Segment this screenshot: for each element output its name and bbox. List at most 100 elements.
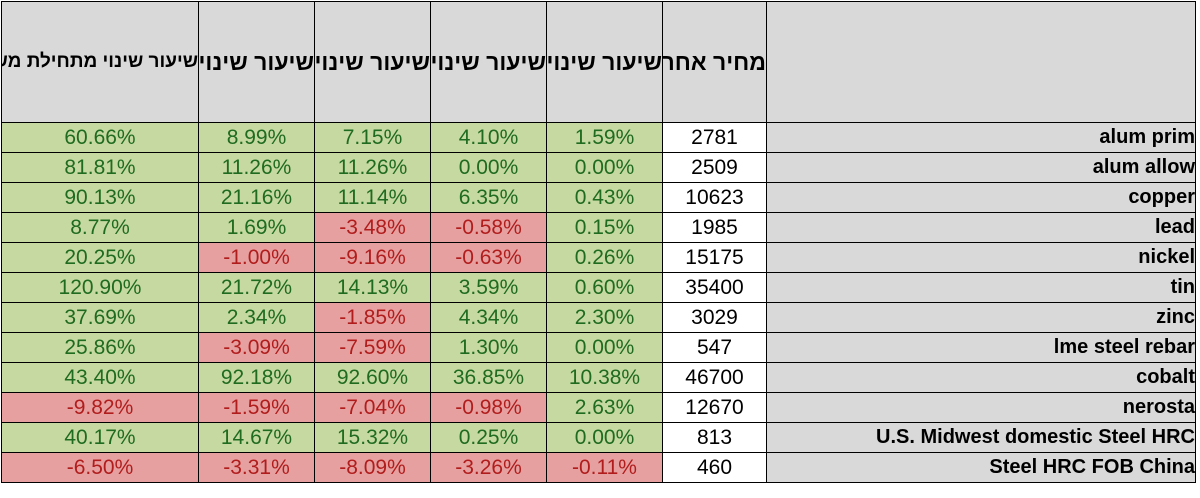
- cell-monthly-change: -3.26%: [430, 452, 547, 483]
- table-row: 90.13% 21.16% 11.14% 6.35% 0.43% 10623 copper: [1, 182, 1196, 213]
- table-row: 8.77% 1.69% -3.48% -0.58% 0.15% 1985 lead: [1, 212, 1196, 243]
- table-row: 20.25% -1.00% -9.16% -0.63% 0.26% 15175 nickel: [1, 242, 1196, 273]
- cell-last-price: 460: [662, 452, 767, 483]
- header-ytd-change: שיעור שינוי מתחילת 2025: [198, 1, 315, 123]
- cell-weekly-change: 0.00%: [546, 332, 663, 363]
- cell-monthly-change: 4.34%: [430, 302, 547, 333]
- cell-last-price: 1985: [662, 212, 767, 243]
- cell-weekly-change: 0.00%: [546, 152, 663, 183]
- cell-last-price: 10623: [662, 182, 767, 213]
- cell-monthly-change: 1.30%: [430, 332, 547, 363]
- cell-yearly-change: 7.15%: [314, 122, 431, 153]
- cell-covid-change: -9.82%: [1, 392, 199, 423]
- cell-last-price: 2781: [662, 122, 767, 153]
- cell-covid-change: 40.17%: [1, 422, 199, 453]
- cell-ytd-change: -1.59%: [198, 392, 315, 423]
- cell-covid-change: 90.13%: [1, 182, 199, 213]
- cell-ytd-change: 2.34%: [198, 302, 315, 333]
- cell-metal-name: tin: [766, 272, 1196, 303]
- cell-yearly-change: -3.48%: [314, 212, 431, 243]
- cell-ytd-change: -3.09%: [198, 332, 315, 363]
- header-weekly-change: שיעור שינוי שבועי: [546, 1, 663, 123]
- table-row: -9.82% -1.59% -7.04% -0.98% 2.63% 12670 nerost…: [1, 392, 1196, 423]
- cell-weekly-change: 0.60%: [546, 272, 663, 303]
- cell-metal-name: lme steel rebar: [766, 332, 1196, 363]
- cell-ytd-change: 21.72%: [198, 272, 315, 303]
- cell-weekly-change: 2.30%: [546, 302, 663, 333]
- cell-metal-name: U.S. Midwest domestic Steel HRC: [766, 422, 1196, 453]
- cell-metal-name: alum prim: [766, 122, 1196, 153]
- cell-covid-change: 8.77%: [1, 212, 199, 243]
- cell-ytd-change: 21.16%: [198, 182, 315, 213]
- cell-monthly-change: -0.63%: [430, 242, 547, 273]
- table-row: 37.69% 2.34% -1.85% 4.34% 2.30% 3029 zinc: [1, 302, 1196, 333]
- cell-ytd-change: 14.67%: [198, 422, 315, 453]
- cell-covid-change: 43.40%: [1, 362, 199, 393]
- cell-yearly-change: -1.85%: [314, 302, 431, 333]
- cell-last-price: 2509: [662, 152, 767, 183]
- cell-metal-name: lead: [766, 212, 1196, 243]
- cell-monthly-change: -0.58%: [430, 212, 547, 243]
- cell-metal-name: zinc: [766, 302, 1196, 333]
- cell-weekly-change: 10.38%: [546, 362, 663, 393]
- cell-last-price: 35400: [662, 272, 767, 303]
- cell-last-price: 3029: [662, 302, 767, 333]
- cell-weekly-change: 0.15%: [546, 212, 663, 243]
- cell-ytd-change: 92.18%: [198, 362, 315, 393]
- cell-last-price: 12670: [662, 392, 767, 423]
- cell-metal-name: nerosta: [766, 392, 1196, 423]
- header-name: [766, 1, 1196, 123]
- cell-ytd-change: -1.00%: [198, 242, 315, 273]
- cell-yearly-change: 15.32%: [314, 422, 431, 453]
- cell-weekly-change: 0.00%: [546, 422, 663, 453]
- header-monthly-change: שיעור שינוי חודשי: [430, 1, 547, 123]
- cell-covid-change: 37.69%: [1, 302, 199, 333]
- table-row: 25.86% -3.09% -7.59% 1.30% 0.00% 547 lme steel…: [1, 332, 1196, 363]
- cell-metal-name: cobalt: [766, 362, 1196, 393]
- cell-yearly-change: 92.60%: [314, 362, 431, 393]
- table-row: 40.17% 14.67% 15.32% 0.25% 0.00% 813 U.S. Midw…: [1, 422, 1196, 453]
- cell-last-price: 15175: [662, 242, 767, 273]
- cell-yearly-change: -9.16%: [314, 242, 431, 273]
- cell-weekly-change: 0.43%: [546, 182, 663, 213]
- cell-covid-change: 20.25%: [1, 242, 199, 273]
- table-row: 43.40% 92.18% 92.60% 36.85% 10.38% 46700 cobal…: [1, 362, 1196, 393]
- metals-price-table: שיעור שינוי מתחילת משבר הקורונה שיעור שי…: [1, 1, 1196, 483]
- cell-weekly-change: 2.63%: [546, 392, 663, 423]
- cell-monthly-change: 36.85%: [430, 362, 547, 393]
- cell-metal-name: Steel HRC FOB China: [766, 452, 1196, 483]
- cell-monthly-change: 6.35%: [430, 182, 547, 213]
- cell-monthly-change: 0.25%: [430, 422, 547, 453]
- cell-yearly-change: -7.04%: [314, 392, 431, 423]
- header-row: שיעור שינוי מתחילת משבר הקורונה שיעור שי…: [1, 1, 1196, 123]
- cell-ytd-change: 1.69%: [198, 212, 315, 243]
- cell-yearly-change: 11.26%: [314, 152, 431, 183]
- table-row: 120.90% 21.72% 14.13% 3.59% 0.60% 35400 tin: [1, 272, 1196, 303]
- cell-covid-change: -6.50%: [1, 452, 199, 483]
- cell-weekly-change: 1.59%: [546, 122, 663, 153]
- cell-ytd-change: 11.26%: [198, 152, 315, 183]
- cell-last-price: 547: [662, 332, 767, 363]
- cell-monthly-change: 0.00%: [430, 152, 547, 183]
- header-covid-change: שיעור שינוי מתחילת משבר הקורונה: [1, 1, 199, 123]
- header-yearly-change: שיעור שינוי שנתי: [314, 1, 431, 123]
- cell-yearly-change: -7.59%: [314, 332, 431, 363]
- table-body: 60.66% 8.99% 7.15% 4.10% 1.59% 2781 alum prim 8…: [1, 122, 1196, 483]
- table-row: 81.81% 11.26% 11.26% 0.00% 0.00% 2509 alum all…: [1, 152, 1196, 183]
- cell-monthly-change: -0.98%: [430, 392, 547, 423]
- cell-monthly-change: 3.59%: [430, 272, 547, 303]
- cell-metal-name: alum allow: [766, 152, 1196, 183]
- table-row: 60.66% 8.99% 7.15% 4.10% 1.59% 2781 alum prim: [1, 122, 1196, 153]
- cell-weekly-change: -0.11%: [546, 452, 663, 483]
- cell-ytd-change: -3.31%: [198, 452, 315, 483]
- cell-covid-change: 60.66%: [1, 122, 199, 153]
- cell-covid-change: 25.86%: [1, 332, 199, 363]
- table-row: -6.50% -3.31% -8.09% -3.26% -0.11% 460 Steel H…: [1, 452, 1196, 483]
- cell-last-price: 813: [662, 422, 767, 453]
- header-last-price: מחיר אחרון: [662, 1, 767, 123]
- cell-metal-name: copper: [766, 182, 1196, 213]
- cell-last-price: 46700: [662, 362, 767, 393]
- cell-yearly-change: -8.09%: [314, 452, 431, 483]
- cell-ytd-change: 8.99%: [198, 122, 315, 153]
- cell-covid-change: 81.81%: [1, 152, 199, 183]
